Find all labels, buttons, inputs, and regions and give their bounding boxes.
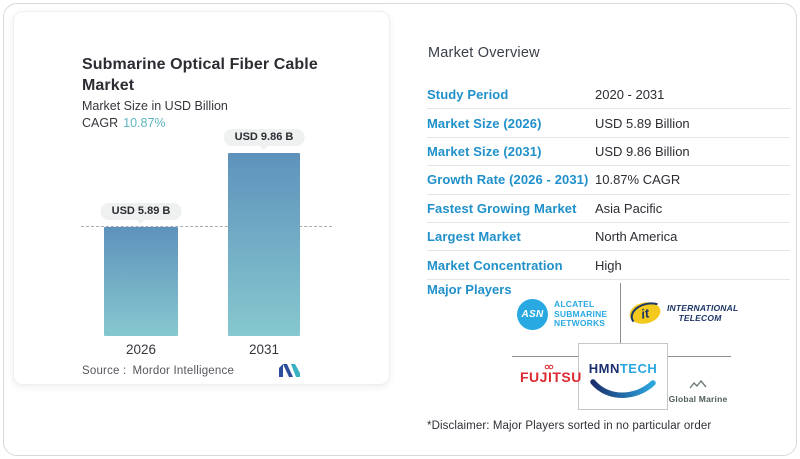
- table-row: Study Period 2020 - 2031: [427, 81, 790, 110]
- global-marine-waves-icon: [689, 379, 707, 389]
- value-label-2026: USD 5.89 B: [100, 203, 182, 224]
- cagr-value: 10.87%: [123, 116, 166, 130]
- table-row: Market Concentration High: [427, 251, 790, 280]
- row-label: Market Concentration: [427, 257, 563, 273]
- chart-subtitle: Market Size in USD Billion: [82, 99, 228, 113]
- row-value: 2020 - 2031: [595, 87, 665, 103]
- bar-2031: [228, 153, 300, 336]
- table-row: Market Size (2026) USD 5.89 Billion: [427, 109, 790, 138]
- itel-globe-icon: it: [629, 302, 661, 324]
- overview-heading: Market Overview: [428, 45, 540, 61]
- overview-table: Study Period 2020 - 2031 Market Size (20…: [427, 81, 790, 280]
- connector-horizontal-line-left: [512, 356, 578, 357]
- row-label: Largest Market: [427, 229, 521, 245]
- row-label: Fastest Growing Market: [427, 200, 577, 216]
- row-label: Market Size (2031): [427, 143, 542, 159]
- fujitsu-wordmark: FUJITSU: [520, 369, 582, 385]
- connector-vertical-line: [620, 283, 621, 343]
- source-label: Source :: [82, 365, 127, 377]
- fujitsu-logo: FUJITSU: [520, 364, 582, 385]
- alcatel-submarine-networks-logo: ASN ALCATEL SUBMARINE NETWORKS: [517, 299, 607, 330]
- row-value: USD 5.89 Billion: [595, 115, 690, 131]
- hmn-swoosh-icon: [590, 379, 656, 398]
- fujitsu-mark-icon: [544, 364, 554, 370]
- connector-horizontal-line-right: [666, 356, 731, 357]
- table-row: Growth Rate (2026 - 2031) 10.87% CAGR: [427, 166, 790, 195]
- row-value: USD 9.86 Billion: [595, 143, 690, 159]
- threshold-dashline: [81, 226, 332, 227]
- row-value: North America: [595, 229, 678, 245]
- row-label: Study Period: [427, 87, 509, 103]
- cagr-line: CAGR 10.87%: [82, 116, 166, 130]
- category-label-2026: 2026: [125, 342, 157, 357]
- global-marine-logo: Global Marine: [668, 376, 728, 404]
- source-row: Source : Mordor Intelligence: [82, 365, 234, 377]
- row-value: 10.87% CAGR: [595, 172, 681, 188]
- mordor-intelligence-logo-icon: [279, 364, 300, 382]
- category-label-2031: 2031: [248, 342, 280, 357]
- table-row: Largest Market North America: [427, 223, 790, 252]
- table-row: Market Size (2031) USD 9.86 Billion: [427, 138, 790, 167]
- row-label: Market Size (2026): [427, 115, 542, 131]
- global-marine-wordmark: Global Marine: [668, 394, 728, 404]
- chart-title: Submarine Optical Fiber Cable Market: [82, 56, 318, 94]
- asn-wordmark: ALCATEL SUBMARINE NETWORKS: [554, 299, 608, 329]
- row-value: High: [595, 257, 622, 273]
- international-telecom-logo: it INTERNATIONAL TELECOM: [627, 297, 739, 329]
- asn-circle-icon: ASN: [517, 299, 548, 330]
- row-value: Asia Pacific: [595, 200, 663, 216]
- cagr-label: CAGR: [82, 116, 119, 130]
- table-row: Fastest Growing Market Asia Pacific: [427, 195, 790, 223]
- value-label-2031: USD 9.86 B: [223, 129, 305, 150]
- source-value: Mordor Intelligence: [132, 365, 235, 377]
- market-chart-card: Submarine Optical Fiber Cable Market Mar…: [13, 11, 390, 385]
- major-players-label: Major Players: [427, 282, 512, 297]
- hmn-wordmark: HMNTECH: [588, 361, 658, 376]
- row-label: Growth Rate (2026 - 2031): [427, 172, 589, 188]
- itel-wordmark: INTERNATIONAL TELECOM: [667, 303, 739, 323]
- hmn-tech-logo: HMNTECH: [578, 343, 668, 410]
- bar-chart: USD 5.89 B USD 9.86 B 2026 2031: [14, 12, 389, 384]
- disclaimer-text: *Disclaimer: Major Players sorted in no …: [427, 420, 712, 432]
- bar-2026: [104, 227, 178, 336]
- svg-text:it: it: [640, 305, 652, 321]
